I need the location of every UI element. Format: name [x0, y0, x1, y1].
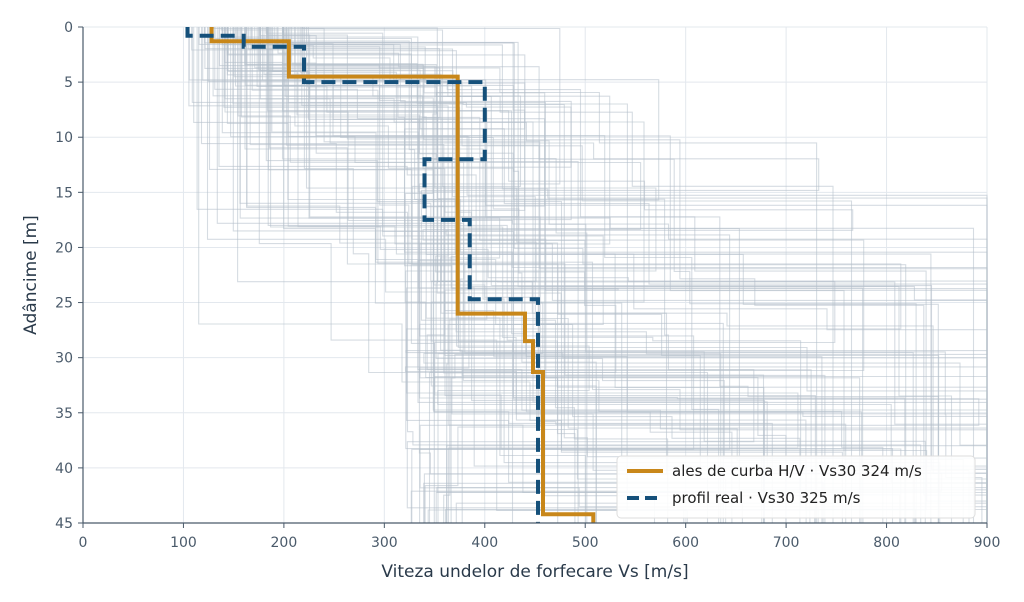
y-tick-label-2: 10 [55, 130, 73, 146]
y-tick-label-8: 40 [55, 461, 73, 477]
x-tick-label-2: 200 [271, 535, 298, 551]
ensemble-profile-21 [257, 27, 988, 523]
y-tick-label-7: 35 [55, 406, 73, 422]
ensemble-profile-69 [206, 27, 755, 523]
x-tick-label-3: 300 [371, 535, 398, 551]
series-line-1 [185, 27, 540, 523]
ensemble-profile-97 [281, 27, 763, 523]
x-tick-label-5: 500 [572, 535, 599, 551]
y-tick-labels: 0 5 10 15 20 25 30 35 40 45 [55, 20, 83, 532]
series-line-0 [209, 27, 596, 523]
axes [82, 27, 987, 524]
y-tick-label-6: 30 [55, 351, 73, 367]
x-tick-label-9: 900 [974, 535, 1001, 551]
x-tick-label-0: 0 [79, 535, 88, 551]
y-tick-label-3: 15 [55, 185, 73, 201]
legend: ales de curba H/V · Vs30 324 m/s profil … [616, 455, 976, 519]
x-tick-label-8: 800 [873, 535, 900, 551]
ensemble-profile-98 [259, 27, 773, 523]
ensemble-profile-72 [232, 27, 656, 523]
x-tick-label-6: 600 [672, 535, 699, 551]
ensemble-profile-105 [260, 27, 988, 523]
ensemble-profile-85 [246, 27, 576, 523]
y-tick-label-0: 0 [64, 20, 73, 36]
ensemble-profile-57 [283, 27, 861, 523]
legend-label-hv: ales de curba H/V · Vs30 324 m/s [672, 462, 922, 480]
ensemble-profile-58 [276, 27, 765, 523]
y-tick-label-1: 5 [64, 75, 73, 91]
y-axis-label: Adâncime [m] [21, 215, 41, 335]
y-tick-label-9: 45 [55, 516, 73, 532]
series-group [185, 27, 596, 523]
ensemble-profile-42 [282, 27, 988, 523]
x-tick-label-4: 400 [471, 535, 498, 551]
ensemble-profile-99 [305, 27, 597, 523]
x-axis-label: Viteza undelor de forfecare Vs [m/s] [381, 562, 688, 582]
x-tick-label-7: 700 [773, 535, 800, 551]
ensemble-profile-93 [268, 27, 940, 523]
ensemble-profile-107 [249, 27, 847, 523]
ensemble-profile-46 [196, 27, 604, 523]
ensemble-profile-104 [259, 27, 820, 523]
x-tick-label-1: 100 [170, 535, 197, 551]
ensemble-profile-77 [198, 27, 843, 523]
y-tick-label-5: 25 [55, 296, 73, 312]
ensemble-profile-109 [244, 27, 988, 523]
x-tick-labels: 0 100 200 300 400 500 600 700 800 900 [79, 523, 1001, 551]
y-tick-label-4: 20 [55, 240, 73, 256]
ensemble-profile-106 [226, 27, 541, 523]
legend-label-real: profil real · Vs30 325 m/s [672, 489, 861, 507]
legend-box [616, 455, 976, 519]
ensemble-profile-94 [221, 27, 588, 523]
ensemble-profile-95 [188, 27, 617, 523]
ensemble-profile-54 [282, 27, 488, 523]
